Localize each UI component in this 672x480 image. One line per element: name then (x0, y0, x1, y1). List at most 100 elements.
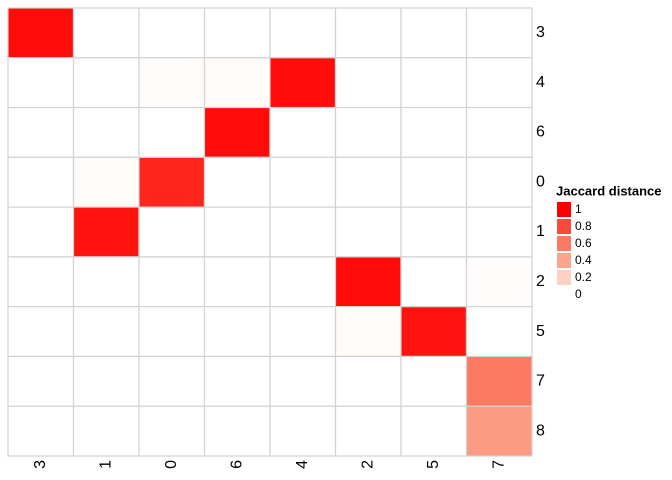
cell (7, 57, 75, 109)
column-label: 3 (32, 460, 49, 469)
legend-label: 0 (575, 287, 582, 301)
cell (72, 306, 140, 358)
cell (203, 7, 271, 59)
cell (203, 156, 271, 208)
cell (269, 306, 337, 358)
row-label: 8 (536, 422, 545, 439)
cell (334, 156, 402, 208)
cell (465, 306, 533, 358)
cell (138, 7, 206, 59)
cell (465, 355, 533, 407)
cell (465, 7, 533, 59)
cell (72, 355, 140, 407)
cell (138, 57, 206, 109)
cell (72, 57, 140, 109)
legend-swatch (557, 253, 571, 268)
legend-title: Jaccard distance (556, 183, 662, 198)
cell (138, 106, 206, 158)
cell (7, 7, 75, 59)
cell (400, 57, 468, 109)
row-label: 6 (536, 124, 545, 141)
cell (138, 206, 206, 258)
cell (138, 355, 206, 407)
row-label: 0 (536, 173, 545, 190)
cell (465, 405, 533, 457)
cell (72, 405, 140, 457)
cell (203, 306, 271, 358)
cell (269, 206, 337, 258)
column-label: 5 (425, 460, 442, 469)
legend-label: 0.8 (575, 219, 592, 233)
cell (400, 256, 468, 308)
cell (7, 106, 75, 158)
cell (400, 405, 468, 457)
cell (138, 256, 206, 308)
legend-label: 1 (575, 202, 582, 216)
column-label: 6 (228, 460, 245, 469)
legend-label: 0.2 (575, 270, 592, 284)
cell (465, 156, 533, 208)
cell (465, 106, 533, 158)
cell (269, 156, 337, 208)
legend-label: 0.4 (575, 253, 592, 267)
row-label: 7 (536, 373, 545, 390)
cell (334, 206, 402, 258)
cell (138, 405, 206, 457)
cell (203, 57, 271, 109)
cell (334, 106, 402, 158)
row-label: 5 (536, 323, 545, 340)
column-label: 4 (294, 460, 311, 469)
cell (269, 106, 337, 158)
cell (138, 156, 206, 208)
column-label: 1 (97, 460, 114, 469)
cell (203, 405, 271, 457)
cell (203, 355, 271, 407)
legend-swatch (557, 270, 571, 285)
cell (334, 355, 402, 407)
cell (400, 355, 468, 407)
legend-swatch (557, 236, 571, 251)
legend-label: 0.6 (575, 236, 592, 250)
legend-swatch (557, 287, 571, 302)
legend-swatch (557, 202, 571, 217)
row-label: 3 (536, 24, 545, 41)
cell (269, 405, 337, 457)
cell (72, 206, 140, 258)
cell (334, 57, 402, 109)
cell (269, 256, 337, 308)
cell (400, 106, 468, 158)
cell (7, 405, 75, 457)
cell (7, 355, 75, 407)
legend-swatch (557, 219, 571, 234)
cell (465, 256, 533, 308)
row-label: 2 (536, 273, 545, 290)
cell (334, 306, 402, 358)
row-label: 1 (536, 223, 545, 240)
cell (334, 405, 402, 457)
cell (269, 57, 337, 109)
cell (400, 206, 468, 258)
cell (7, 306, 75, 358)
cell (400, 306, 468, 358)
cell (7, 256, 75, 308)
cell (72, 156, 140, 208)
column-label: 0 (163, 460, 180, 469)
cell (334, 256, 402, 308)
cell (7, 206, 75, 258)
cell (7, 156, 75, 208)
cell (465, 57, 533, 109)
cell (72, 7, 140, 59)
cell (72, 256, 140, 308)
row-label: 4 (536, 74, 545, 91)
cell (203, 106, 271, 158)
cell (400, 7, 468, 59)
column-label: 7 (490, 460, 507, 469)
cell (72, 106, 140, 158)
column-label: 2 (359, 460, 376, 469)
cell (269, 7, 337, 59)
cell (203, 256, 271, 308)
cell (269, 355, 337, 407)
cell (138, 306, 206, 358)
cell (400, 156, 468, 208)
